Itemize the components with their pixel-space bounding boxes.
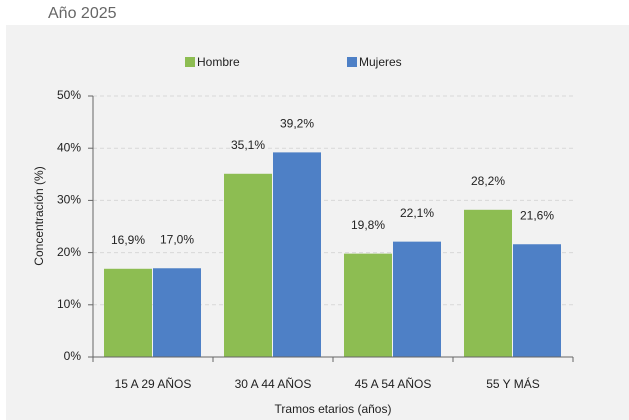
data-label: 17,0% <box>160 232 194 246</box>
x-axis-label: Tramos etarios (años) <box>275 402 392 416</box>
bar <box>104 268 152 357</box>
x-tick-label: 45 A 54 AÑOS <box>355 377 432 391</box>
data-label: 22,1% <box>400 206 434 220</box>
y-tick-label: 30% <box>57 193 81 207</box>
data-label: 21,6% <box>520 208 554 222</box>
y-tick-label: 0% <box>64 349 82 363</box>
y-tick-label: 10% <box>57 297 81 311</box>
bar <box>464 209 512 357</box>
bar <box>393 241 441 357</box>
data-label: 39,2% <box>280 117 314 131</box>
bar <box>153 268 201 357</box>
legend-swatch <box>185 57 195 67</box>
bar <box>273 152 321 357</box>
data-label: 16,9% <box>111 233 145 247</box>
legend-label: Mujeres <box>359 55 402 69</box>
data-label: 28,2% <box>471 174 505 188</box>
x-tick-label: 30 A 44 AÑOS <box>235 377 312 391</box>
data-label: 19,8% <box>351 218 385 232</box>
x-tick-label: 15 A 29 AÑOS <box>115 377 192 391</box>
legend-label: Hombre <box>197 55 240 69</box>
data-label: 35,1% <box>231 138 265 152</box>
bar <box>513 244 561 357</box>
bar <box>344 253 392 357</box>
y-tick-label: 50% <box>57 88 81 102</box>
y-tick-label: 20% <box>57 245 81 259</box>
y-tick-label: 40% <box>57 140 81 154</box>
x-tick-label: 55 Y MÁS <box>486 376 540 391</box>
y-axis-label: Concentración (%) <box>32 166 46 265</box>
chart-subtitle: Año 2025 <box>48 5 117 22</box>
legend-swatch <box>347 57 357 67</box>
bar <box>224 173 272 357</box>
